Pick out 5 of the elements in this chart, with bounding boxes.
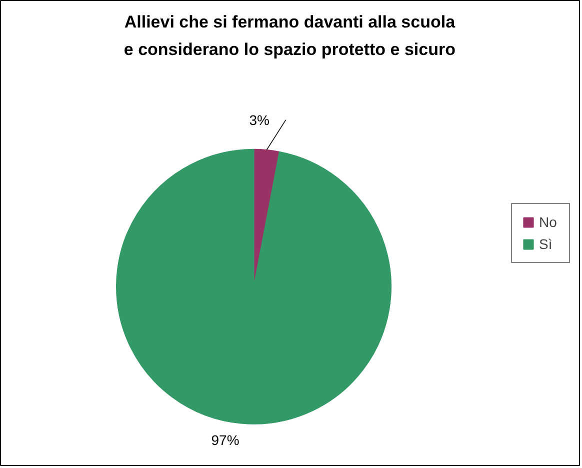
legend-label: No — [539, 214, 558, 230]
chart-title: Allievi che si fermano davanti alla scuola e considerano lo spazio protetto e sicuro — [124, 12, 456, 60]
data-label: 97% — [211, 432, 240, 448]
data-label: 3% — [249, 112, 270, 128]
legend-label: Sì — [539, 236, 554, 252]
